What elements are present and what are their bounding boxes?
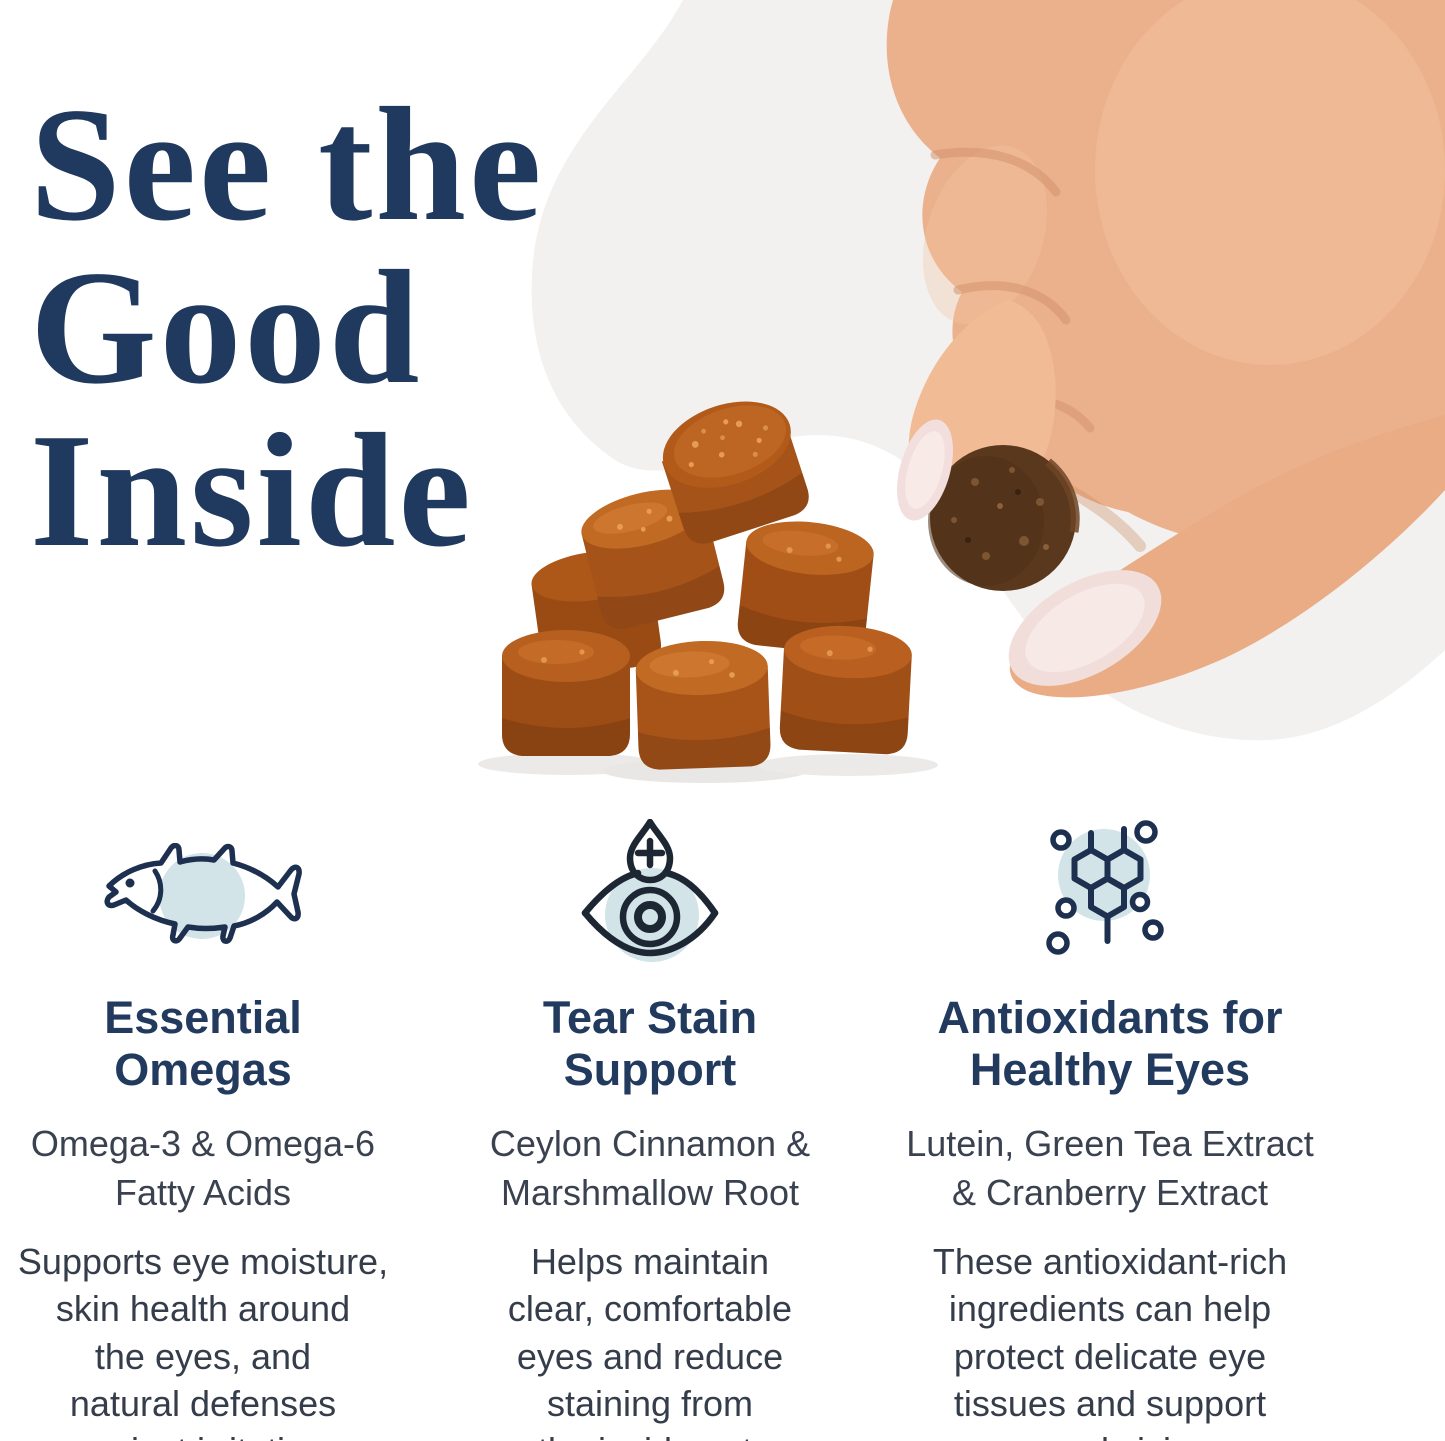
feature-subtitle: Omega-3 & Omega-6 Fatty Acids — [30, 1123, 376, 1214]
product-photo — [478, 0, 1445, 783]
feature-subtitle: Lutein, Green Tea Extract & Cranberry Ex… — [906, 1123, 1314, 1214]
antioxidant-molecule-icon — [1046, 820, 1164, 955]
tear-drop-eye-icon-wrap — [440, 808, 860, 980]
feature-body: Supports eye moisture, skin health aroun… — [17, 1241, 389, 1441]
feature-subtitle: Ceylon Cinnamon & Marshmallow Root — [489, 1123, 811, 1214]
feature-tear-stain-support: Tear Stain Support Ceylon Cinnamon & Mar… — [440, 808, 860, 1441]
chew-pile — [502, 401, 912, 770]
index-fingernail — [897, 419, 953, 521]
hand — [886, 0, 1445, 698]
thumb-nail — [1008, 570, 1162, 686]
feature-antioxidants: Antioxidants for Healthy Eyes Lutein, Gr… — [885, 808, 1335, 1441]
feature-heading: Tear Stain Support — [542, 992, 758, 1096]
feature-body: These antioxidant-rich ingredients can h… — [932, 1241, 1288, 1441]
tear-drop-eye-icon — [581, 819, 719, 962]
headline: See the Good Inside — [30, 75, 545, 581]
feature-essential-omegas: Essential Omegas Omega-3 & Omega-6 Fatty… — [8, 808, 398, 1441]
antioxidant-molecule-icon-wrap — [885, 808, 1335, 980]
fish-icon — [104, 843, 302, 944]
feature-heading: Essential Omegas — [104, 992, 302, 1096]
feature-heading: Antioxidants for Healthy Eyes — [937, 992, 1283, 1096]
feature-body: Helps maintain clear, comfortable eyes a… — [507, 1241, 793, 1441]
fish-icon-wrap — [8, 808, 398, 980]
held-chew — [928, 445, 1080, 591]
features-row: Essential Omegas Omega-3 & Omega-6 Fatty… — [0, 808, 1445, 1441]
